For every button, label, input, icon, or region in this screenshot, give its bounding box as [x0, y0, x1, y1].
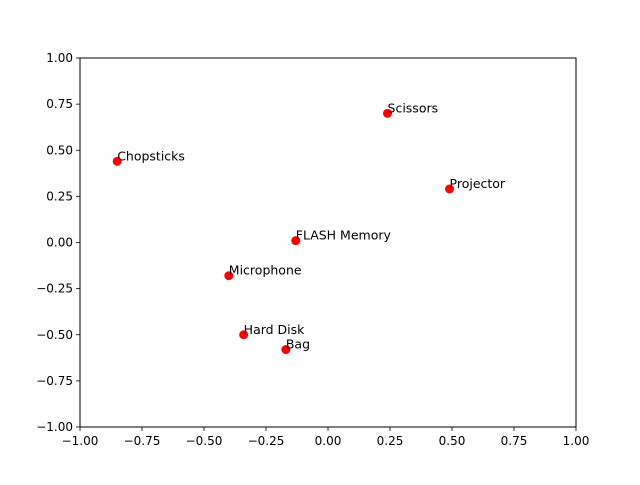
x-tick-label: −0.75: [124, 434, 161, 448]
y-tick-label: −0.75: [36, 374, 73, 388]
data-point: [224, 271, 234, 281]
x-tick-label: −0.50: [186, 434, 223, 448]
x-tick-label: 0.50: [439, 434, 466, 448]
y-tick-label: −0.50: [36, 328, 73, 342]
data-points: Scissors Projector Chopsticks FLASH Memory M…: [112, 100, 506, 355]
x-tick-label: −1.00: [62, 434, 99, 448]
y-tick-label: 1.00: [46, 51, 73, 65]
y-tick-label: 0.00: [46, 236, 73, 250]
data-point-label: Projector: [450, 176, 506, 191]
data-point-label: Chopsticks: [117, 148, 185, 163]
data-point: [112, 156, 122, 166]
data-point: [445, 184, 455, 194]
x-tick-label: −0.25: [248, 434, 285, 448]
data-point: [291, 236, 301, 246]
plot-area: [79, 57, 577, 428]
data-point: [281, 345, 291, 355]
x-tick-label: 1.00: [563, 434, 590, 448]
y-tick-label: −0.25: [36, 282, 73, 296]
y-tick-label: 0.75: [46, 97, 73, 111]
y-tick-label: −1.00: [36, 420, 73, 434]
x-tick-label: 0.25: [377, 434, 404, 448]
y-tick-label: 0.50: [46, 143, 73, 157]
data-point-label: Bag: [286, 337, 310, 352]
data-point-label: Scissors: [388, 100, 439, 115]
x-tick-label: 0.00: [315, 434, 342, 448]
data-point-label: Microphone: [229, 263, 302, 278]
data-point-label: Hard Disk: [244, 322, 305, 337]
data-point: [239, 330, 249, 340]
axes: −1.00 −0.75 −0.50 −0.25 0.00 0.25 0.50 0.75 1.00…: [36, 51, 589, 448]
y-tick-label: 0.25: [46, 189, 73, 203]
x-tick-label: 0.75: [501, 434, 528, 448]
data-point: [383, 108, 393, 118]
data-point-label: FLASH Memory: [296, 228, 392, 243]
